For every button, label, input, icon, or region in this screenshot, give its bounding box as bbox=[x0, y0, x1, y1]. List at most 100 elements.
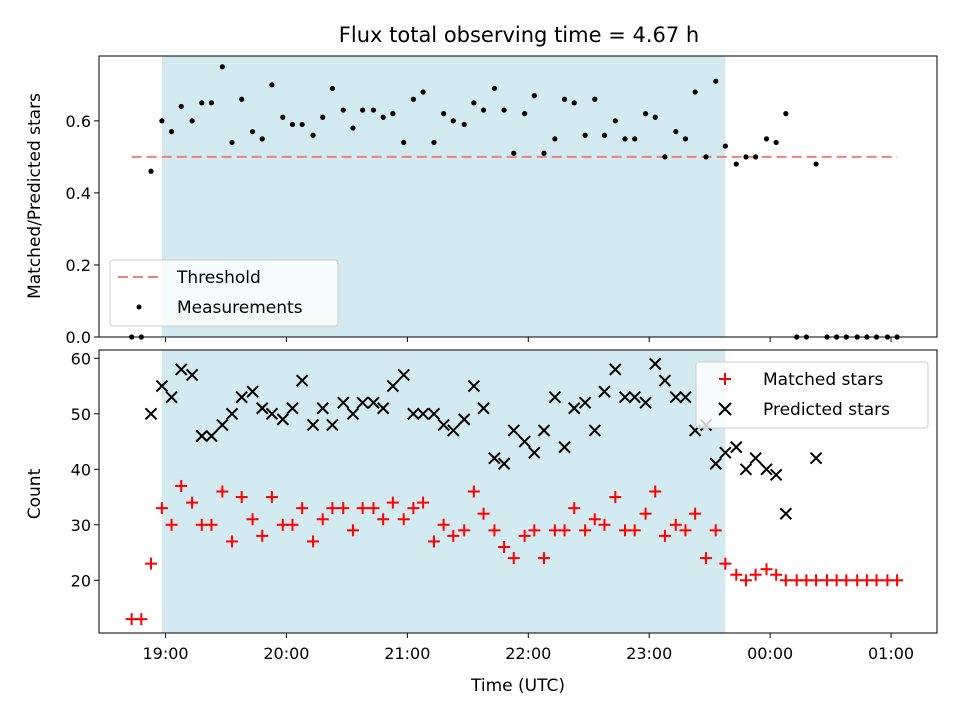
matched-star-point bbox=[337, 502, 350, 515]
predicted-star-point bbox=[568, 402, 581, 415]
matched-star-point bbox=[265, 491, 278, 504]
bottom-legend-box bbox=[695, 361, 929, 429]
observing-window-shade-bottom bbox=[161, 350, 726, 633]
predicted-star-point bbox=[457, 413, 471, 426]
matched-stars-points bbox=[125, 479, 904, 626]
top-legend-box bbox=[109, 259, 339, 327]
bottom-x-ticks: 19:00 20:00 21:00 22:00 23:00 00:00 01:00 bbox=[142, 633, 914, 663]
predicted-star-point bbox=[528, 446, 541, 459]
bottom-panel: 20 30 40 50 60 19:00 20:00 21:00 22:00 23:00 00:0… bbox=[25, 349, 938, 696]
matched-star-point bbox=[417, 496, 430, 509]
measurement-point bbox=[592, 96, 598, 102]
predicted-star-point bbox=[397, 368, 410, 382]
measurement-point bbox=[299, 121, 305, 128]
predicted-star-point bbox=[669, 390, 683, 404]
matched-star-point bbox=[760, 563, 773, 576]
measurement-point bbox=[662, 154, 668, 160]
bottom-y-tick-label: 40 bbox=[71, 460, 91, 479]
legend-predicted-label: Predicted stars bbox=[763, 400, 890, 420]
matched-star-point bbox=[709, 524, 722, 537]
measurement-point bbox=[632, 136, 638, 142]
matched-star-point bbox=[507, 552, 520, 565]
matched-star-point bbox=[216, 485, 229, 498]
measurement-point bbox=[692, 89, 698, 95]
x-axis-label: Time (UTC) bbox=[470, 676, 565, 696]
matched-star-point bbox=[658, 529, 671, 542]
matched-star-point bbox=[598, 518, 611, 531]
matched-star-point bbox=[367, 502, 380, 515]
matched-star-point bbox=[639, 507, 652, 520]
matched-star-point bbox=[346, 524, 359, 537]
legend-matched-swatch bbox=[719, 373, 731, 385]
matched-star-point bbox=[870, 574, 883, 587]
measurement-point bbox=[582, 132, 588, 138]
x-tick-label: 21:00 bbox=[384, 644, 430, 663]
measurement-point bbox=[601, 132, 608, 138]
predicted-star-point bbox=[276, 413, 290, 426]
matched-star-point bbox=[779, 574, 792, 587]
measurement-point bbox=[763, 136, 770, 142]
predicted-star-point bbox=[760, 463, 773, 476]
measurement-point bbox=[360, 107, 366, 113]
predicted-star-point bbox=[618, 390, 632, 404]
predicted-star-point bbox=[246, 385, 259, 398]
measurement-point bbox=[269, 82, 275, 88]
matched-star-point bbox=[467, 485, 480, 498]
matched-star-point bbox=[719, 557, 732, 570]
top-y-ticks: 0.0 0.2 0.4 0.6 bbox=[66, 112, 99, 347]
predicted-star-point bbox=[356, 396, 369, 409]
matched-star-point bbox=[377, 513, 390, 526]
measurement-point bbox=[370, 107, 377, 113]
measurement-point bbox=[612, 118, 618, 124]
predicted-star-point bbox=[628, 390, 641, 404]
matched-star-point bbox=[477, 507, 490, 520]
measurement-point bbox=[280, 114, 286, 120]
measurement-point bbox=[531, 93, 537, 99]
measurement-point bbox=[622, 136, 628, 142]
measurement-point bbox=[259, 136, 265, 142]
matched-star-point bbox=[739, 574, 752, 587]
predicted-star-point bbox=[205, 429, 218, 443]
top-y-tick-label: 0.2 bbox=[66, 256, 91, 275]
predicted-star-point bbox=[558, 440, 571, 454]
measurement-point bbox=[743, 154, 749, 160]
predicted-star-point bbox=[769, 468, 783, 482]
matched-star-point bbox=[135, 613, 148, 626]
matched-star-point bbox=[165, 518, 178, 531]
top-x-ticks bbox=[165, 337, 892, 342]
measurement-point bbox=[410, 96, 417, 102]
measurement-point bbox=[239, 96, 245, 102]
matched-star-point bbox=[679, 524, 692, 537]
measurement-point bbox=[168, 129, 175, 135]
measurement-point bbox=[401, 139, 407, 146]
x-tick-label: 23:00 bbox=[626, 644, 672, 663]
predicted-star-point bbox=[367, 396, 380, 409]
top-legend: Threshold Measurements bbox=[109, 259, 339, 327]
x-tick-label: 22:00 bbox=[505, 644, 551, 663]
predicted-star-point bbox=[518, 435, 531, 448]
predicted-star-point bbox=[477, 402, 490, 415]
measurement-point bbox=[682, 136, 689, 142]
bottom-y-tick-label: 50 bbox=[71, 405, 91, 424]
measurement-point bbox=[229, 139, 235, 146]
predicted-star-point bbox=[185, 368, 199, 382]
predicted-star-point bbox=[447, 424, 460, 437]
matched-star-point bbox=[810, 574, 823, 587]
bottom-plot-frame bbox=[98, 349, 938, 634]
measurement-point bbox=[813, 161, 819, 167]
measurement-point bbox=[713, 78, 719, 84]
legend-matched-label: Matched stars bbox=[763, 370, 883, 390]
predicted-star-point bbox=[427, 407, 441, 421]
measurement-point bbox=[178, 103, 184, 110]
measurement-point bbox=[733, 161, 739, 167]
matched-star-point bbox=[186, 496, 199, 509]
legend-measurements-label: Measurements bbox=[177, 298, 303, 318]
predicted-star-point bbox=[337, 396, 350, 409]
predicted-star-point bbox=[739, 463, 753, 476]
measurement-point bbox=[208, 100, 215, 106]
predicted-star-point bbox=[416, 407, 430, 421]
predicted-star-point bbox=[155, 379, 169, 393]
matched-star-point bbox=[326, 502, 339, 515]
predicted-star-point bbox=[639, 396, 652, 409]
measurement-point bbox=[249, 129, 256, 135]
